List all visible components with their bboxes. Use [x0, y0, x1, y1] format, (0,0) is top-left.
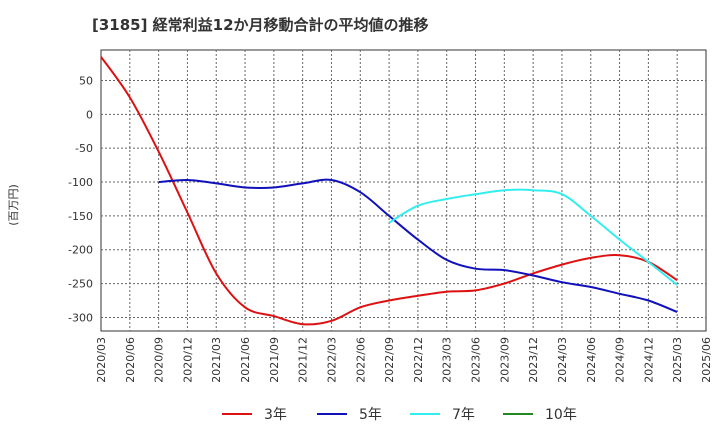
- x-tick-label: 2020/03: [95, 337, 108, 383]
- y-tick-label: 50: [79, 74, 93, 87]
- x-tick-label: 2021/09: [268, 337, 281, 383]
- x-tick-label: 2022/03: [325, 337, 338, 383]
- x-tick-label: 2021/12: [297, 337, 310, 383]
- x-tick-label: 2020/06: [124, 337, 137, 383]
- x-tick-label: 2022/12: [412, 337, 425, 383]
- x-tick-label: 2022/06: [354, 337, 367, 383]
- series-line-1: [100, 56, 678, 326]
- x-tick-label: 2024/03: [556, 337, 569, 383]
- y-tick-label: -150: [68, 210, 93, 223]
- series-line-2: [158, 178, 678, 313]
- x-tick-label: 2023/06: [470, 337, 483, 383]
- y-tick-label: -300: [68, 311, 93, 324]
- y-axis-label: (百万円): [7, 184, 20, 226]
- x-tick-label: 2023/12: [527, 337, 540, 383]
- x-tick-label: 2024/09: [614, 337, 627, 383]
- x-tick-label: 2021/03: [210, 337, 223, 383]
- legend-label: 10年: [545, 407, 577, 423]
- y-tick-label: -200: [68, 244, 93, 257]
- y-tick-label: -250: [68, 278, 93, 291]
- legend: 3年 5年 7年 10年: [222, 407, 577, 423]
- x-tick-label: 2023/03: [441, 337, 454, 383]
- x-tick-label: 2025/03: [671, 337, 684, 383]
- x-tick-label: 2024/12: [642, 337, 655, 383]
- x-tick-labels: 2020/03 2020/06 2020/09 2020/12 2021/03 2021/…: [95, 337, 713, 383]
- y-tick-label: -50: [75, 142, 93, 155]
- y-tick-labels: 50 0 -50 -100 -150 -200 -250 -300: [68, 74, 93, 324]
- x-tick-label: 2023/09: [498, 337, 511, 383]
- series-line-3: [388, 188, 678, 286]
- plot-area: [100, 49, 707, 332]
- chart-title: [3185] 経常利益12か月移動合計の平均値の推移: [92, 16, 429, 34]
- x-tick-label: 2025/06: [700, 337, 713, 383]
- x-tick-label: 2020/09: [153, 337, 166, 383]
- y-tick-label: -100: [68, 176, 93, 189]
- legend-label: 3年: [264, 407, 287, 423]
- x-tick-label: 2021/06: [239, 337, 252, 383]
- y-tick-label: 0: [86, 108, 93, 121]
- x-tick-label: 2022/09: [383, 337, 396, 383]
- x-tick-label: 2020/12: [181, 337, 194, 383]
- x-tick-label: 2024/06: [585, 337, 598, 383]
- legend-label: 5年: [359, 407, 382, 423]
- series-lines: [100, 56, 678, 326]
- plot-border: [100, 49, 707, 332]
- legend-label: 7年: [452, 407, 475, 423]
